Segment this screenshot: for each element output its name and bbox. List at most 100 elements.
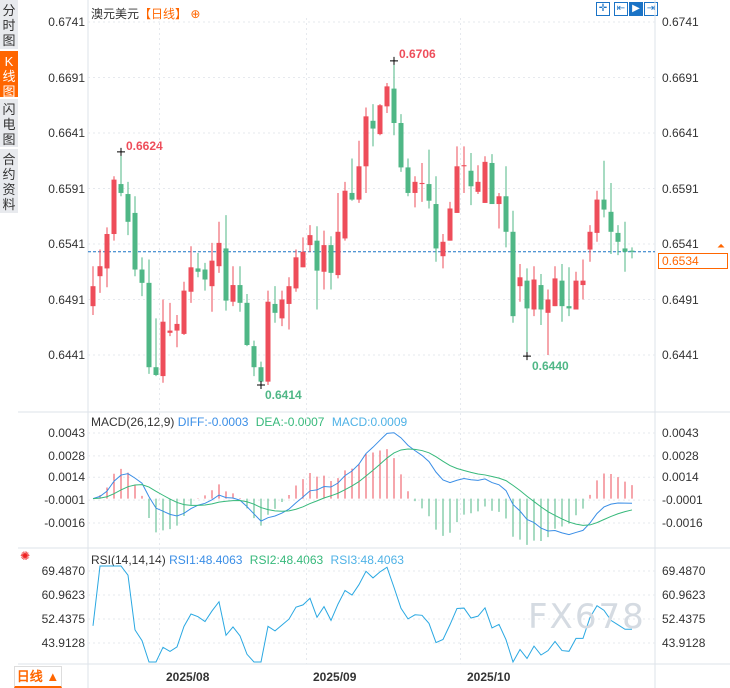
play-right-icon[interactable]: ▶	[629, 2, 643, 16]
rsi-axis-tick-label: 69.4870	[41, 564, 85, 578]
candle-body	[475, 181, 481, 192]
sidebar-tab-contract-info[interactable]: 合约资料	[0, 149, 18, 214]
macd-axis-tick-label: 0.0043	[48, 426, 85, 440]
candle	[573, 271, 579, 310]
sidebar-tab-time-chart[interactable]: 分时图	[0, 0, 18, 50]
candle	[482, 156, 488, 203]
candle	[391, 60, 397, 136]
candle	[531, 266, 537, 317]
macd-dea-line	[92, 448, 633, 526]
candle-body	[601, 199, 607, 210]
last-price-box: 0.6534	[658, 253, 728, 269]
crosshair-icon[interactable]: ✛	[596, 2, 610, 16]
candle-body	[335, 231, 341, 276]
candle-body	[608, 211, 614, 232]
candle-body	[559, 280, 565, 307]
candle	[440, 234, 446, 269]
candle-body	[496, 196, 502, 205]
candle-body	[342, 190, 348, 239]
candle-body	[223, 248, 229, 301]
macd-diff-line	[92, 432, 633, 536]
candle-body	[566, 306, 572, 309]
candle-body	[510, 231, 516, 317]
candle	[125, 181, 131, 236]
candle	[307, 225, 313, 252]
candle-body	[384, 86, 390, 107]
candle	[265, 290, 271, 385]
fit-range-icon[interactable]: ⇤	[614, 2, 628, 16]
candle-body	[482, 161, 488, 203]
candle-body	[405, 167, 411, 193]
macd-header: MACD(26,12,9) DIFF:-0.0003 DEA:-0.0007 M…	[91, 415, 407, 429]
candle-body	[461, 165, 467, 167]
price-axis-tick-label: 0.6691	[48, 70, 85, 85]
candle	[566, 267, 572, 317]
candle	[167, 302, 173, 337]
candle	[370, 104, 376, 147]
candle-body	[468, 170, 474, 187]
indicator-settings-icon[interactable]: ✺	[20, 549, 31, 563]
left-high-marker-icon	[117, 147, 125, 156]
rsi-axis-tick-label: 43.9128	[41, 636, 85, 650]
scroll-up-icon[interactable]: ⏶	[717, 241, 725, 252]
candle	[363, 107, 369, 193]
price-axis-tick-label: 0.6541	[48, 237, 85, 251]
candle-body	[615, 232, 621, 242]
price-axis-tick-label: 0.6741	[662, 15, 699, 29]
candle	[188, 246, 194, 303]
macd-axis-tick-label: -0.0001	[44, 493, 85, 508]
candle	[461, 146, 467, 193]
candle	[272, 286, 278, 323]
price-axis-tick-label: 0.6591	[662, 181, 699, 196]
candle	[139, 257, 145, 297]
candle-body	[398, 123, 404, 168]
high-marker-icon	[390, 56, 398, 65]
candle-body	[244, 302, 250, 346]
candle-body	[111, 179, 117, 235]
candle	[146, 259, 152, 374]
left-low-marker-icon	[257, 380, 265, 389]
candle	[559, 263, 565, 322]
rsi-axis-tick-label: 69.4870	[662, 564, 706, 578]
rsi-header: RSI(14,14,14) RSI1:48.4063 RSI2:48.4063 …	[91, 553, 404, 567]
candle	[300, 237, 306, 268]
candle-body	[90, 286, 96, 307]
sidebar-tab-flash-chart[interactable]: 闪电图	[0, 99, 18, 148]
period-select-button[interactable]: 日线 ▲	[14, 666, 62, 688]
candle	[468, 152, 474, 206]
macd-axis-tick-label: -0.0016	[44, 516, 85, 530]
candle	[405, 158, 411, 197]
price-axis-tick-label: 0.6491	[662, 292, 699, 307]
price-axis-tick-label: 0.6441	[662, 348, 699, 362]
candle	[195, 252, 201, 278]
price-axis-tick-label: 0.6491	[48, 292, 85, 307]
rsi-axis-tick-label: 43.9128	[662, 636, 706, 650]
candle	[524, 268, 530, 357]
macd-axis-tick-label: -0.0016	[662, 516, 703, 530]
candle-body	[230, 285, 236, 302]
candle	[244, 293, 250, 347]
sidebar-tab-kline-chart[interactable]: K线图	[0, 51, 18, 99]
candle-body	[433, 204, 439, 249]
candle-body	[545, 299, 551, 313]
candle	[454, 146, 460, 213]
candle-body	[293, 257, 299, 289]
candle-body	[146, 282, 152, 368]
candle-body	[209, 260, 215, 287]
candle	[587, 225, 593, 262]
candle-body	[447, 208, 453, 241]
candle	[447, 201, 453, 241]
candle	[202, 262, 208, 291]
candle	[118, 151, 124, 197]
candle-body	[419, 182, 425, 185]
candle-body	[167, 330, 173, 333]
macd-diff-value: DIFF:-0.0003	[177, 415, 249, 429]
candle-body	[377, 105, 383, 135]
candle	[433, 176, 439, 262]
circle-plus-icon[interactable]: ⊕	[190, 7, 201, 21]
candle-body	[237, 285, 243, 303]
candle	[335, 192, 341, 279]
candle-body	[370, 120, 376, 129]
candle	[111, 176, 117, 241]
